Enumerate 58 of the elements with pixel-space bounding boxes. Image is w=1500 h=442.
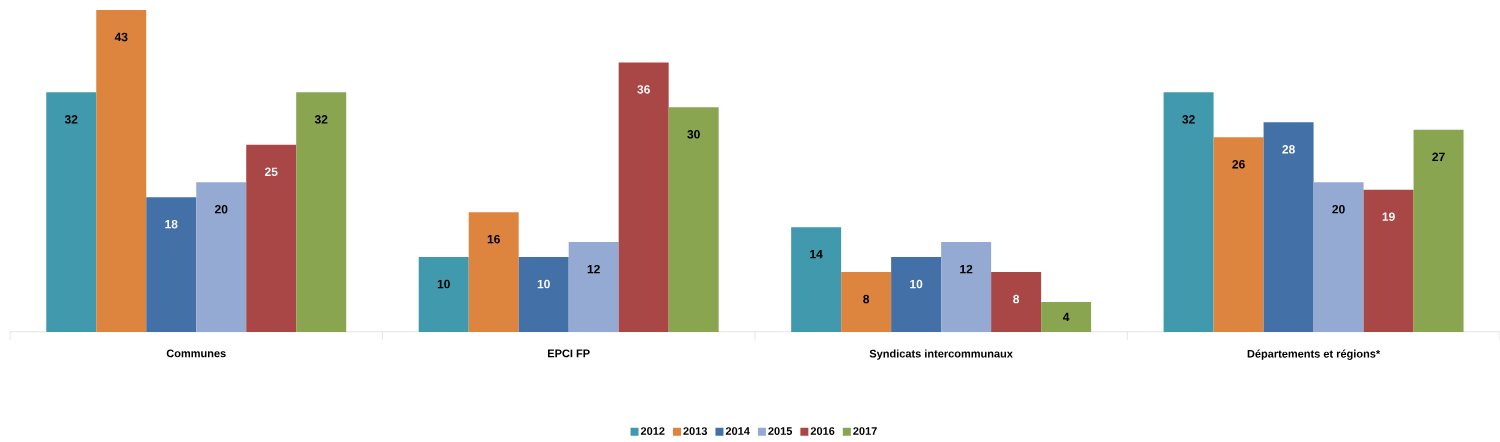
bar bbox=[791, 227, 842, 332]
legend-label: 2016 bbox=[810, 427, 835, 435]
legend-label: 2012 bbox=[640, 427, 665, 435]
data-label: 12 bbox=[587, 264, 600, 274]
data-label: 20 bbox=[214, 204, 228, 214]
x-tick-label: Départements et régions* bbox=[1247, 349, 1381, 360]
data-label: 30 bbox=[687, 130, 700, 139]
bar bbox=[196, 182, 247, 332]
bar bbox=[468, 212, 519, 332]
bar bbox=[618, 62, 669, 332]
bar bbox=[1213, 137, 1264, 332]
legend-label: 2014 bbox=[725, 427, 750, 435]
bar bbox=[841, 272, 892, 332]
data-label: 14 bbox=[810, 250, 823, 259]
data-label: 27 bbox=[1432, 152, 1445, 162]
bar bbox=[1041, 302, 1092, 332]
bar bbox=[146, 197, 197, 332]
bar bbox=[418, 257, 469, 332]
bar bbox=[568, 242, 619, 332]
legend-label: 2017 bbox=[853, 427, 877, 435]
bar bbox=[991, 272, 1042, 332]
legend-label: 2013 bbox=[683, 427, 708, 435]
data-label: 18 bbox=[165, 219, 178, 229]
bar bbox=[668, 107, 719, 332]
bar bbox=[518, 257, 569, 332]
data-label: 16 bbox=[487, 234, 500, 244]
bar bbox=[96, 10, 147, 332]
data-label: 28 bbox=[1282, 145, 1295, 154]
data-label: 25 bbox=[264, 167, 278, 177]
data-label: 20 bbox=[1332, 204, 1345, 214]
data-label: 8 bbox=[863, 294, 870, 304]
data-label: 10 bbox=[537, 279, 550, 289]
data-label: 32 bbox=[64, 115, 78, 124]
data-label: 32 bbox=[1182, 115, 1195, 124]
bar bbox=[1413, 129, 1464, 332]
bar bbox=[296, 92, 347, 332]
bar bbox=[46, 92, 97, 332]
bar bbox=[1363, 189, 1414, 332]
data-label: 43 bbox=[114, 32, 128, 42]
bar bbox=[891, 257, 942, 332]
x-tick-label: Communes bbox=[166, 349, 226, 358]
data-label: 26 bbox=[1232, 160, 1245, 169]
data-label: 10 bbox=[910, 279, 923, 289]
data-label: 32 bbox=[314, 115, 328, 124]
data-label: 12 bbox=[960, 264, 973, 274]
x-tick-label: EPCI FP bbox=[548, 349, 590, 358]
bar bbox=[1313, 182, 1364, 332]
data-label: 36 bbox=[637, 85, 650, 94]
bar bbox=[246, 144, 297, 332]
x-tick-label: Syndicats intercommunaux bbox=[869, 349, 1013, 360]
legend-label: 2015 bbox=[768, 427, 793, 435]
data-label: 19 bbox=[1382, 212, 1395, 221]
data-label: 10 bbox=[437, 279, 450, 289]
data-label: 4 bbox=[1062, 312, 1070, 322]
bar bbox=[1163, 92, 1214, 332]
data-label: 8 bbox=[1013, 294, 1020, 304]
bar bbox=[1263, 122, 1314, 332]
bar bbox=[941, 242, 992, 332]
